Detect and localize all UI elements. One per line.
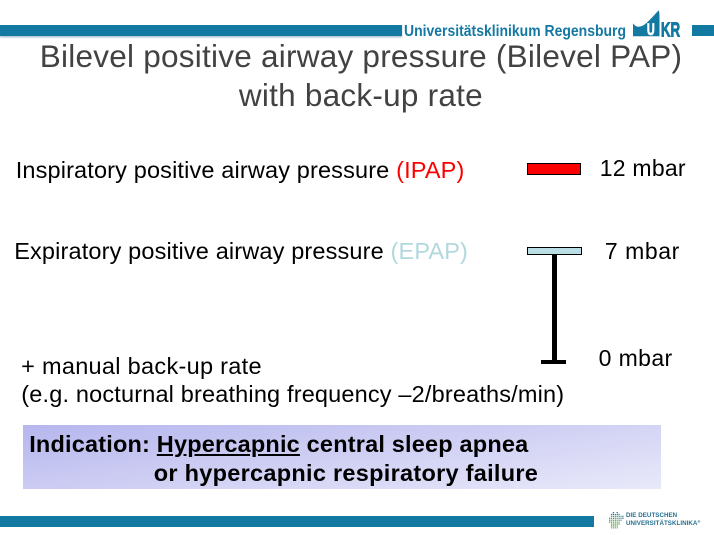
svg-text:KR: KR bbox=[661, 19, 680, 40]
svg-text:U: U bbox=[647, 20, 655, 39]
